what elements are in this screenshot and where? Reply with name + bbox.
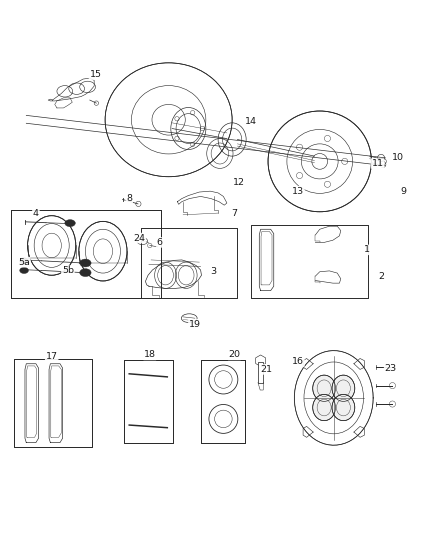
Text: 5a: 5a: [18, 257, 30, 266]
Ellipse shape: [79, 221, 127, 281]
Ellipse shape: [28, 216, 76, 275]
Text: 15: 15: [89, 70, 102, 79]
Ellipse shape: [313, 375, 336, 401]
Ellipse shape: [105, 63, 232, 177]
Ellipse shape: [268, 111, 371, 212]
Ellipse shape: [20, 258, 28, 264]
Polygon shape: [141, 228, 237, 298]
Bar: [124, 360, 173, 442]
Ellipse shape: [20, 268, 28, 273]
Text: 17: 17: [46, 352, 58, 361]
Text: 3: 3: [210, 267, 216, 276]
Text: 20: 20: [228, 351, 240, 359]
Text: 7: 7: [231, 208, 237, 217]
Text: 16: 16: [292, 358, 304, 367]
Bar: [201, 360, 245, 442]
Text: 9: 9: [400, 187, 406, 196]
Text: 14: 14: [244, 117, 257, 126]
Text: 24: 24: [133, 233, 145, 243]
Polygon shape: [11, 209, 161, 298]
Bar: [258, 361, 263, 383]
Ellipse shape: [313, 394, 336, 421]
Text: 10: 10: [392, 154, 404, 163]
Text: 5b: 5b: [62, 266, 74, 276]
Text: 23: 23: [385, 364, 397, 373]
Text: 13: 13: [292, 187, 304, 196]
Polygon shape: [294, 351, 373, 445]
Bar: [201, 360, 245, 442]
Text: 19: 19: [189, 320, 201, 329]
Ellipse shape: [65, 220, 75, 227]
Text: 4: 4: [33, 209, 39, 219]
Text: 1: 1: [364, 245, 370, 254]
Text: 11: 11: [371, 159, 384, 168]
Text: 6: 6: [157, 238, 163, 247]
Ellipse shape: [332, 375, 355, 401]
Bar: [14, 359, 92, 447]
Ellipse shape: [80, 259, 91, 267]
Ellipse shape: [80, 269, 91, 277]
Bar: [258, 361, 263, 383]
Polygon shape: [251, 225, 368, 298]
Ellipse shape: [332, 394, 355, 421]
Text: 2: 2: [378, 272, 384, 281]
Text: 8: 8: [126, 194, 132, 203]
Bar: [14, 359, 92, 447]
Text: 12: 12: [233, 178, 245, 187]
Text: 21: 21: [260, 365, 272, 374]
Text: 18: 18: [144, 351, 156, 359]
Bar: [124, 360, 173, 442]
